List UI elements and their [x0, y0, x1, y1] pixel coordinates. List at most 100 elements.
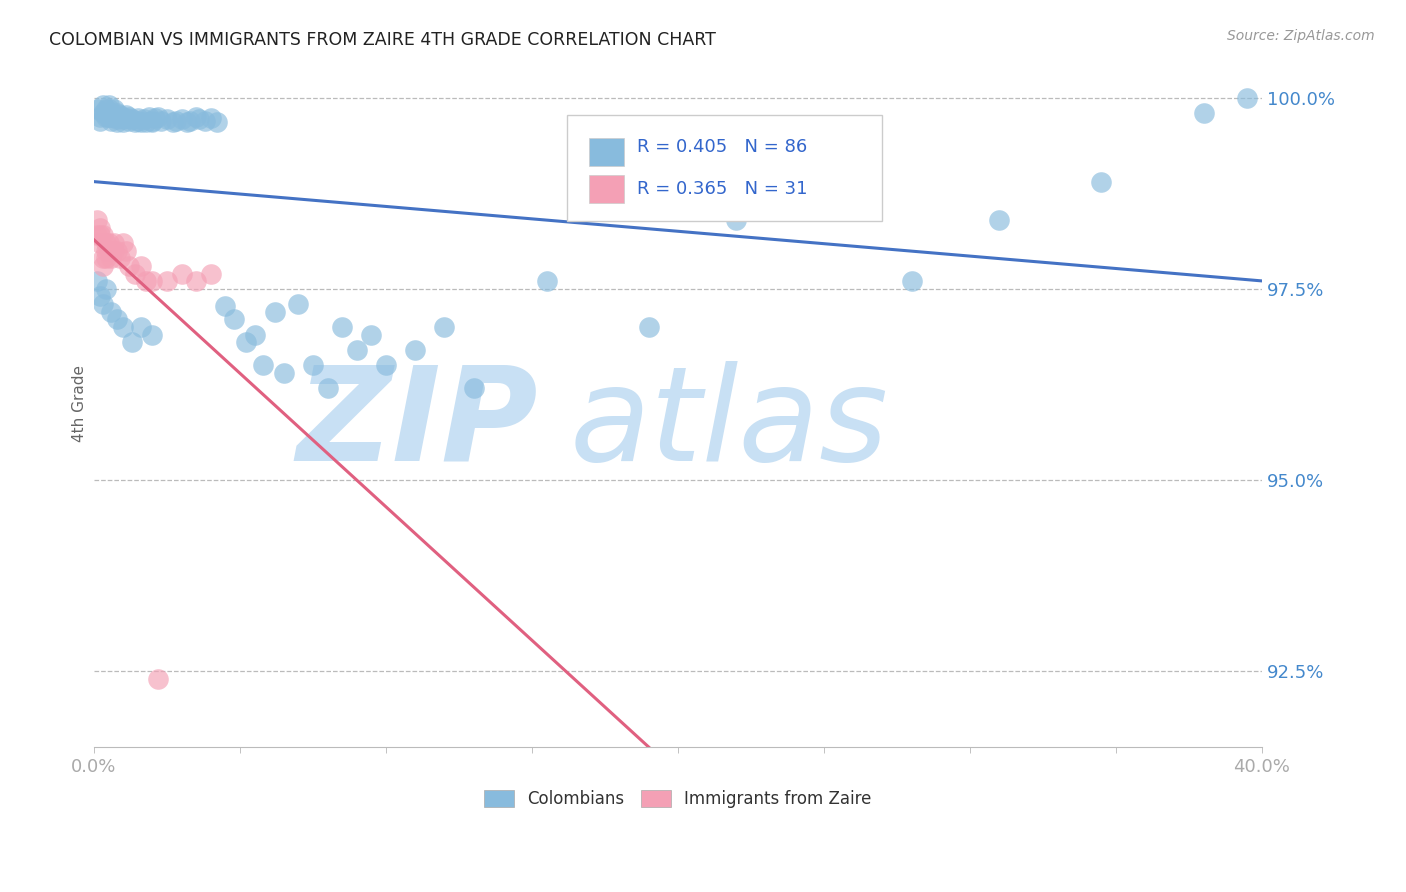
Point — [94, 110, 117, 124]
Point — [138, 110, 160, 124]
Point — [264, 305, 287, 319]
Point — [94, 282, 117, 296]
Point — [156, 274, 179, 288]
Point — [404, 343, 426, 357]
Point — [132, 112, 155, 127]
Point — [121, 335, 143, 350]
Point — [100, 244, 122, 258]
Legend: Colombians, Immigrants from Zaire: Colombians, Immigrants from Zaire — [477, 783, 879, 814]
Point — [1236, 91, 1258, 105]
Point — [108, 110, 131, 124]
Point — [124, 267, 146, 281]
Point — [273, 366, 295, 380]
Point — [97, 98, 120, 112]
Point — [108, 107, 131, 121]
Point — [188, 112, 211, 127]
Point — [89, 113, 111, 128]
Point — [252, 358, 274, 372]
FancyBboxPatch shape — [567, 114, 883, 221]
Point — [89, 110, 111, 124]
Point — [94, 235, 117, 250]
Point — [129, 115, 152, 129]
Point — [118, 259, 141, 273]
Point — [124, 115, 146, 129]
Point — [235, 335, 257, 350]
Point — [360, 327, 382, 342]
Point — [1090, 175, 1112, 189]
Point — [94, 103, 117, 117]
Point — [100, 110, 122, 124]
Point — [118, 113, 141, 128]
Point — [91, 106, 114, 120]
Point — [105, 112, 128, 127]
Point — [287, 297, 309, 311]
Point — [129, 259, 152, 273]
Point — [463, 381, 485, 395]
Point — [94, 252, 117, 266]
Text: R = 0.405   N = 86: R = 0.405 N = 86 — [637, 138, 807, 156]
Point — [100, 106, 122, 120]
Point — [100, 305, 122, 319]
Point — [725, 213, 748, 227]
Point — [330, 320, 353, 334]
Point — [141, 115, 163, 129]
Point — [108, 252, 131, 266]
Point — [316, 381, 339, 395]
Point — [637, 320, 659, 334]
Point — [105, 115, 128, 129]
Point — [94, 244, 117, 258]
Point — [129, 320, 152, 334]
Point — [156, 112, 179, 127]
Point — [89, 220, 111, 235]
Point — [170, 267, 193, 281]
Point — [91, 228, 114, 243]
Point — [86, 228, 108, 243]
Point — [135, 274, 157, 288]
Point — [100, 113, 122, 128]
Point — [97, 244, 120, 258]
Point — [184, 274, 207, 288]
Y-axis label: 4th Grade: 4th Grade — [72, 365, 87, 442]
Point — [103, 244, 125, 258]
Point — [179, 113, 201, 128]
Point — [141, 113, 163, 128]
Point — [1192, 106, 1215, 120]
Point — [86, 213, 108, 227]
Point — [900, 274, 922, 288]
Text: ZIP: ZIP — [297, 360, 537, 488]
Point — [105, 312, 128, 326]
FancyBboxPatch shape — [589, 138, 624, 166]
Point — [243, 327, 266, 342]
Point — [89, 235, 111, 250]
Point — [205, 115, 228, 129]
Point — [374, 358, 396, 372]
Point — [118, 110, 141, 124]
Point — [141, 274, 163, 288]
Point — [91, 252, 114, 266]
Point — [100, 252, 122, 266]
Point — [115, 107, 138, 121]
Point — [302, 358, 325, 372]
Point — [91, 259, 114, 273]
Point — [103, 235, 125, 250]
Point — [105, 244, 128, 258]
Point — [121, 112, 143, 127]
Point — [97, 110, 120, 124]
Point — [97, 103, 120, 117]
Point — [346, 343, 368, 357]
Point — [827, 198, 849, 212]
Point — [141, 327, 163, 342]
Point — [184, 110, 207, 124]
Point — [112, 235, 135, 250]
Point — [89, 289, 111, 303]
Point — [146, 672, 169, 686]
Point — [115, 112, 138, 126]
Point — [200, 112, 222, 126]
Point — [146, 110, 169, 124]
Point — [127, 112, 149, 126]
Point — [112, 112, 135, 127]
Point — [86, 274, 108, 288]
Point — [162, 115, 184, 129]
Point — [89, 228, 111, 243]
Point — [86, 103, 108, 117]
